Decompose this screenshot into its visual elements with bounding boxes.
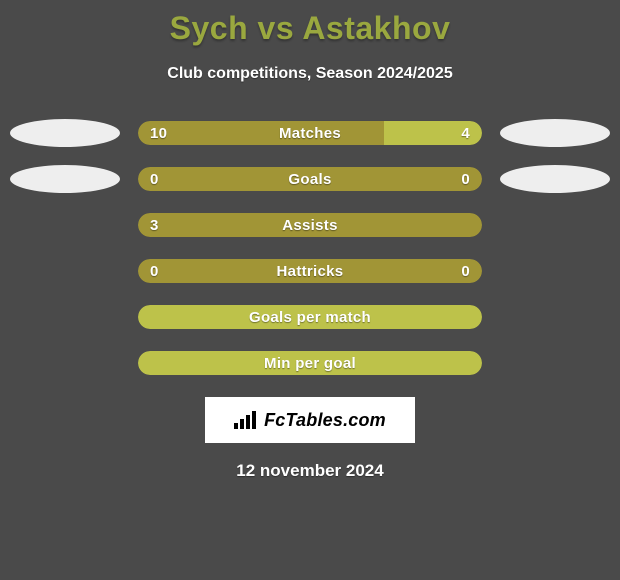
stat-label: Goals [288, 171, 331, 188]
stat-row: 3 Assists [0, 213, 620, 237]
stat-bar: Goals per match [138, 305, 482, 329]
player-right-ellipse [500, 119, 610, 147]
player-right-ellipse [500, 165, 610, 193]
stat-bar: Min per goal [138, 351, 482, 375]
bars-icon [234, 411, 258, 429]
stat-value-right: 4 [461, 125, 470, 142]
bar-fill-left [138, 121, 384, 145]
fctables-badge: FcTables.com [205, 397, 415, 443]
stats-container: 10 4 Matches 0 0 Goals 3 Assists 0 0 Hattricks Goal… [0, 121, 620, 375]
player-left-ellipse [10, 119, 120, 147]
badge-text: FcTables.com [264, 410, 386, 431]
date-text: 12 november 2024 [0, 461, 620, 481]
stat-label: Min per goal [264, 355, 356, 372]
stat-row: 0 0 Hattricks [0, 259, 620, 283]
stat-row: Min per goal [0, 351, 620, 375]
comparison-title: Sych vs Astakhov [0, 0, 620, 47]
stat-bar: 3 Assists [138, 213, 482, 237]
stat-row: 10 4 Matches [0, 121, 620, 145]
stat-value-right: 0 [461, 263, 470, 280]
stat-value-left: 10 [150, 125, 167, 142]
stat-row: 0 0 Goals [0, 167, 620, 191]
stat-value-left: 0 [150, 171, 159, 188]
stat-value-left: 0 [150, 263, 159, 280]
stat-bar: 0 0 Goals [138, 167, 482, 191]
stat-bar: 0 0 Hattricks [138, 259, 482, 283]
stat-row: Goals per match [0, 305, 620, 329]
stat-label: Assists [282, 217, 337, 234]
comparison-subtitle: Club competitions, Season 2024/2025 [0, 65, 620, 83]
stat-label: Goals per match [249, 309, 371, 326]
stat-value-left: 3 [150, 217, 159, 234]
stat-label: Matches [279, 125, 341, 142]
player-left-ellipse [10, 165, 120, 193]
stat-value-right: 0 [461, 171, 470, 188]
stat-label: Hattricks [277, 263, 344, 280]
stat-bar: 10 4 Matches [138, 121, 482, 145]
